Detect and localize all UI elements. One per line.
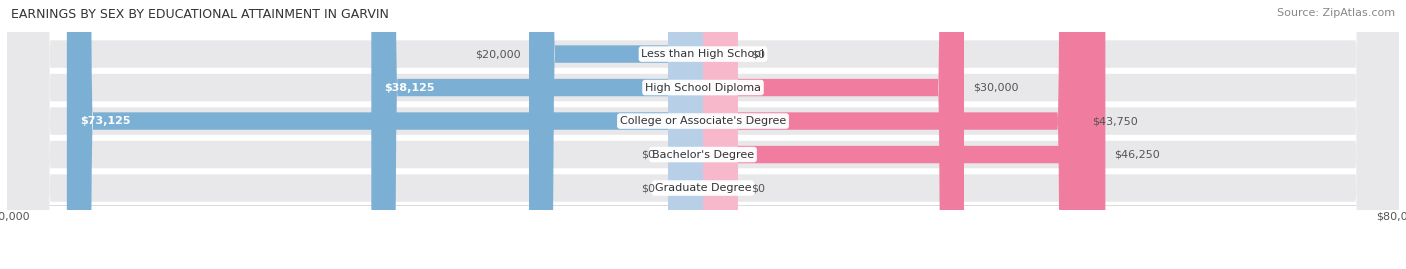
Text: $30,000: $30,000 <box>973 83 1018 93</box>
Text: College or Associate's Degree: College or Associate's Degree <box>620 116 786 126</box>
FancyBboxPatch shape <box>7 0 1399 269</box>
Text: $20,000: $20,000 <box>475 49 520 59</box>
FancyBboxPatch shape <box>371 0 703 269</box>
FancyBboxPatch shape <box>7 0 1399 269</box>
Text: $43,750: $43,750 <box>1092 116 1137 126</box>
Text: $0: $0 <box>641 150 655 160</box>
Text: High School Diploma: High School Diploma <box>645 83 761 93</box>
FancyBboxPatch shape <box>703 0 738 269</box>
FancyBboxPatch shape <box>7 0 1399 269</box>
Text: $0: $0 <box>751 49 765 59</box>
FancyBboxPatch shape <box>529 0 703 269</box>
FancyBboxPatch shape <box>7 0 1399 269</box>
Text: Less than High School: Less than High School <box>641 49 765 59</box>
Text: $38,125: $38,125 <box>384 83 434 93</box>
FancyBboxPatch shape <box>703 0 965 269</box>
Text: $46,250: $46,250 <box>1114 150 1160 160</box>
Text: Bachelor's Degree: Bachelor's Degree <box>652 150 754 160</box>
Text: EARNINGS BY SEX BY EDUCATIONAL ATTAINMENT IN GARVIN: EARNINGS BY SEX BY EDUCATIONAL ATTAINMEN… <box>11 8 389 21</box>
FancyBboxPatch shape <box>67 0 703 269</box>
Text: Source: ZipAtlas.com: Source: ZipAtlas.com <box>1277 8 1395 18</box>
FancyBboxPatch shape <box>668 0 703 269</box>
Text: $0: $0 <box>641 183 655 193</box>
Text: $73,125: $73,125 <box>80 116 131 126</box>
FancyBboxPatch shape <box>7 0 1399 269</box>
Text: Graduate Degree: Graduate Degree <box>655 183 751 193</box>
Text: $0: $0 <box>751 183 765 193</box>
FancyBboxPatch shape <box>703 0 1105 269</box>
FancyBboxPatch shape <box>703 0 1084 269</box>
FancyBboxPatch shape <box>703 0 738 269</box>
FancyBboxPatch shape <box>668 0 703 269</box>
